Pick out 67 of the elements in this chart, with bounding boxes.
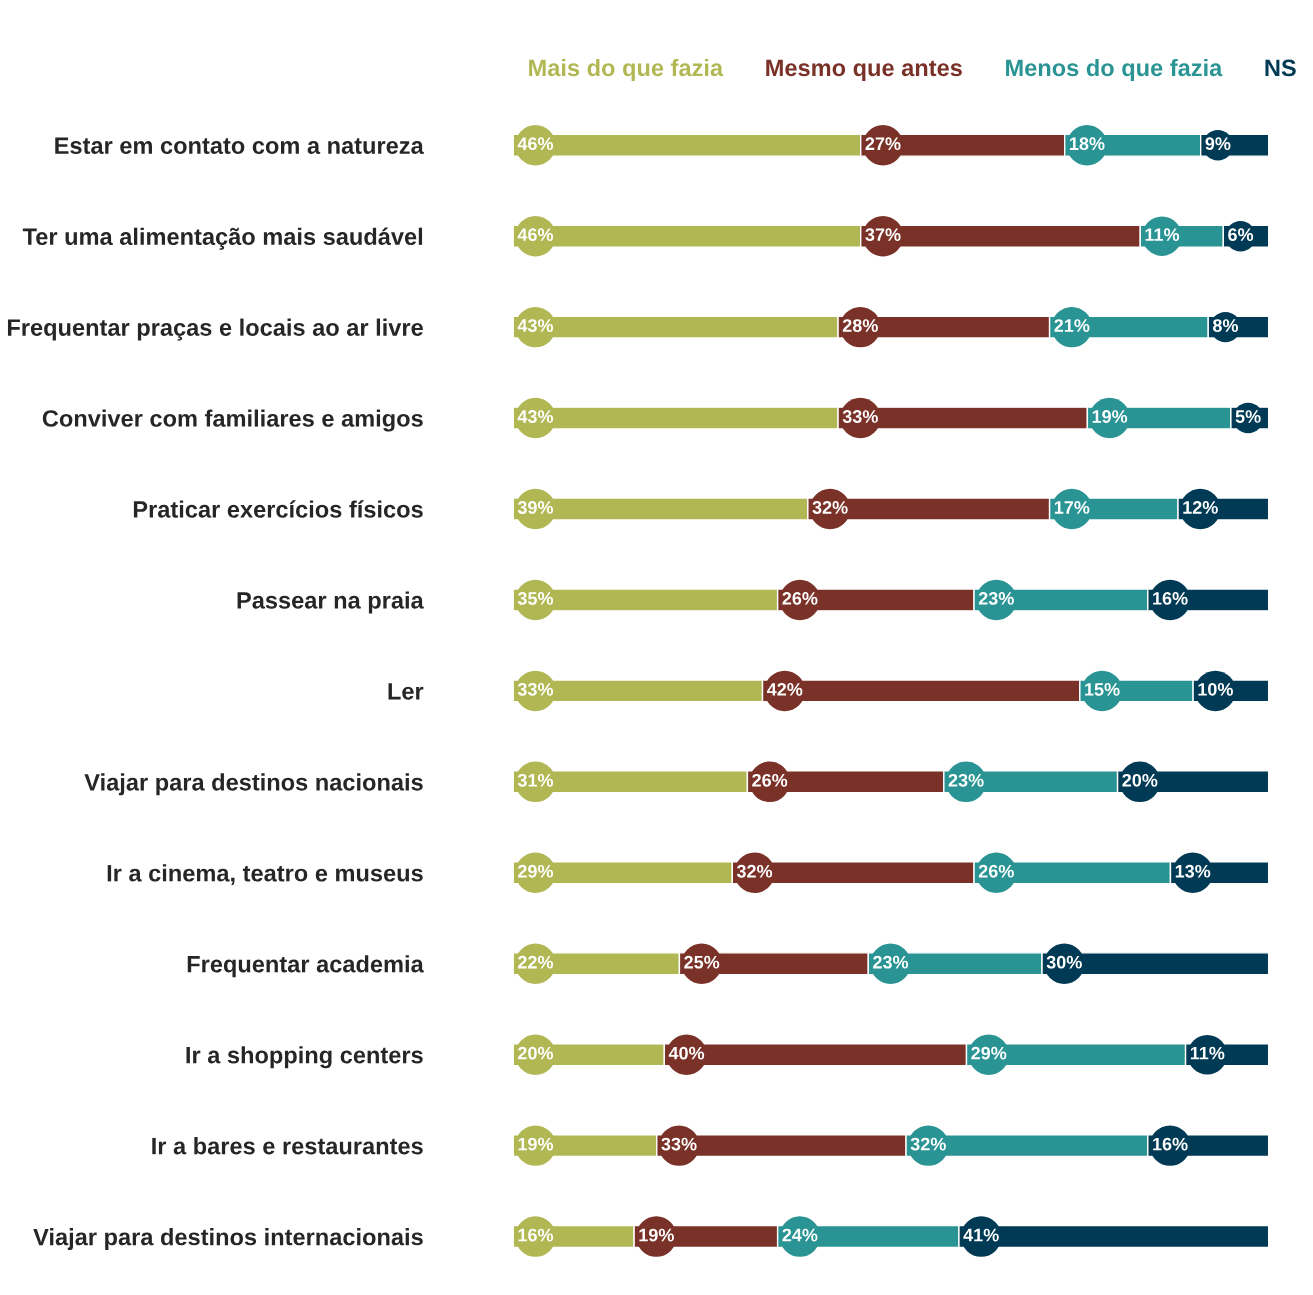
data-label: 17% xyxy=(1054,501,1090,514)
y-tick-label: Ir a shopping centers xyxy=(186,1046,423,1069)
y-tick-label: Ir a bares e restaurantes xyxy=(152,1137,423,1155)
data-label: 22% xyxy=(518,955,554,969)
data-label: 19% xyxy=(1092,410,1128,423)
data-label: 8% xyxy=(1212,319,1239,332)
data-label: 29% xyxy=(971,1046,1007,1060)
data-label: 33% xyxy=(661,1137,697,1151)
data-label: 23% xyxy=(978,592,1014,605)
data-label: 23% xyxy=(948,773,984,787)
y-tick-label: Viajar para destinos nacionais xyxy=(84,773,423,796)
data-label: 11% xyxy=(1190,1046,1225,1060)
data-label: 43% xyxy=(517,410,554,423)
data-label: 31% xyxy=(517,773,554,787)
data-label: 20% xyxy=(1122,773,1158,787)
text: Mesmo que antes xyxy=(766,59,962,81)
data-label: 10% xyxy=(1198,682,1233,696)
y-tick-label: Praticar exercícios físicos xyxy=(133,500,423,518)
data-label: 46% xyxy=(517,137,554,151)
data-label: 16% xyxy=(518,1228,554,1242)
data-label: 28% xyxy=(842,319,878,332)
text: NS xyxy=(1265,59,1296,77)
data-label: 11% xyxy=(1145,228,1180,241)
data-label: 20% xyxy=(518,1046,554,1060)
data-label: 41% xyxy=(963,1228,999,1242)
data-label: 19% xyxy=(639,1228,674,1242)
data-label: 12% xyxy=(1183,501,1218,514)
text: Mais do que fazia xyxy=(529,58,724,81)
y-tick-label: Estar em contato com a natureza xyxy=(55,137,424,155)
data-label: 40% xyxy=(668,1046,705,1060)
data-label: 24% xyxy=(782,1228,818,1242)
data-label: 35% xyxy=(517,592,554,605)
data-label: 16% xyxy=(1153,592,1188,605)
y-tick-label: Passear na praia xyxy=(237,591,424,614)
data-label: 26% xyxy=(782,592,818,605)
y-tick-label: Ler xyxy=(388,683,424,700)
y-tick-label: Frequentar praças e locais ao ar livre xyxy=(7,318,423,341)
data-label: 27% xyxy=(865,137,901,151)
data-label: 32% xyxy=(736,864,773,878)
data-label: 13% xyxy=(1175,864,1211,878)
data-label: 42% xyxy=(766,682,803,696)
data-label: 15% xyxy=(1085,683,1120,696)
y-tick-label: Frequentar academia xyxy=(187,955,424,978)
data-label: 37% xyxy=(865,228,901,242)
data-label: 32% xyxy=(812,501,848,514)
data-label: 16% xyxy=(1153,1137,1188,1151)
y-tick-label: Conviver com familiares e amigos xyxy=(42,409,423,432)
y-tick-label: Ter uma alimentação mais saudável xyxy=(22,227,423,250)
data-label: 19% xyxy=(518,1137,554,1151)
data-label: 30% xyxy=(1046,955,1082,969)
data-label: 33% xyxy=(842,410,878,423)
data-label: 26% xyxy=(978,864,1014,878)
data-label: 18% xyxy=(1070,137,1105,151)
data-label: 21% xyxy=(1054,319,1090,332)
data-label: 46% xyxy=(517,228,554,242)
y-tick-label: Ir a cinema, teatro e museus xyxy=(107,864,423,885)
data-label: 33% xyxy=(517,682,554,696)
text: Menos do que fazia xyxy=(1006,58,1223,81)
data-label: 25% xyxy=(684,955,720,969)
y-tick-label: Viajar para destinos internacionais xyxy=(33,1228,423,1251)
data-label: 39% xyxy=(517,501,554,514)
data-label: 9% xyxy=(1205,137,1231,151)
data-label: 26% xyxy=(752,773,788,787)
data-label: 32% xyxy=(910,1137,946,1151)
data-label: 43% xyxy=(517,319,554,332)
data-label: 29% xyxy=(518,864,554,878)
data-label: 23% xyxy=(873,955,909,969)
